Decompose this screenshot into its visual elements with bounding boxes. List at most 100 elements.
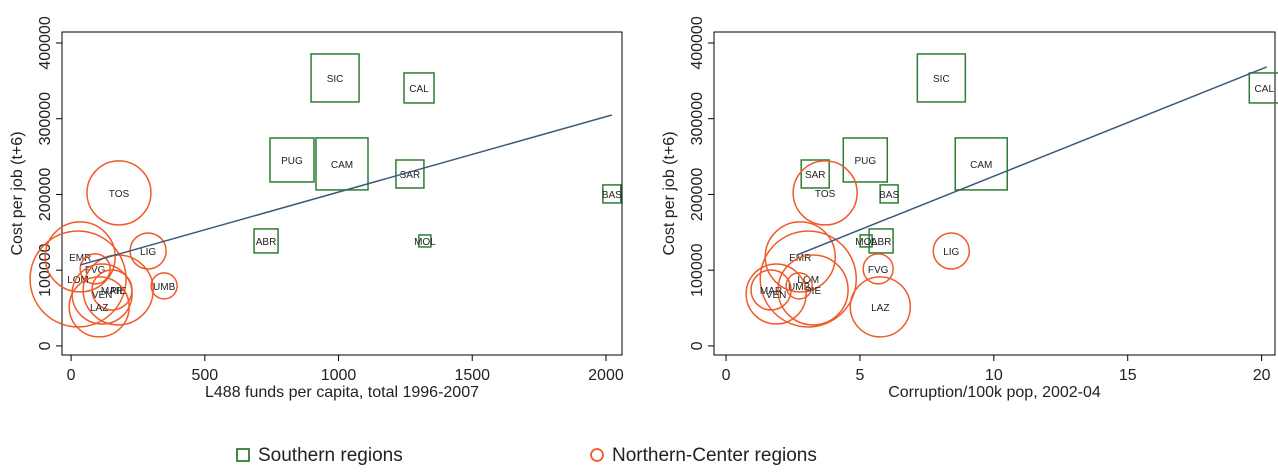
bubble-square (879, 184, 899, 204)
bubble-circle (68, 276, 130, 338)
bubble-square (310, 53, 360, 103)
bubble-circle (785, 272, 813, 300)
legend-marker (590, 448, 604, 462)
bubble-square (418, 234, 432, 248)
point-label: MAR (760, 286, 782, 297)
y-axis-label: Cost per job (t+6) (9, 131, 26, 255)
bubble-circle (44, 221, 116, 293)
point-label: LIG (140, 247, 156, 258)
bubble-square (1248, 72, 1278, 104)
point-label: PIE (805, 286, 821, 297)
y-tick-label: 300000 (689, 92, 706, 145)
point-label: PUG (281, 156, 303, 167)
x-tick-label: 10 (985, 367, 1003, 384)
x-tick-label: 20 (1253, 367, 1271, 384)
point-label: EMR (789, 253, 811, 264)
point-label: TOS (815, 189, 836, 200)
point-label: MAR (101, 286, 123, 297)
bubble-circle (150, 272, 178, 300)
point-label: LOM (67, 275, 89, 286)
legend-label: Southern regions (258, 445, 403, 466)
bubble-square (602, 184, 622, 204)
bubble-square (253, 228, 279, 254)
point-label: LAZ (871, 303, 889, 314)
bubble-circle (792, 160, 858, 226)
y-tick-label: 100000 (37, 243, 54, 296)
point-label: PUG (854, 156, 876, 167)
y-tick-label: 0 (689, 341, 706, 350)
point-label: UMB (788, 282, 811, 293)
point-label: SAR (805, 170, 826, 181)
x-axis-label: L488 funds per capita, total 1996-2007 (205, 384, 479, 401)
plot-frame (713, 31, 1276, 356)
x-tick-label: 0 (722, 367, 731, 384)
bubble-circle (79, 253, 111, 285)
point-label: FVG (85, 265, 106, 276)
x-tick-label: 0 (67, 367, 76, 384)
bubble-square (800, 159, 830, 189)
bubble-square (916, 53, 967, 103)
point-label: FVG (868, 265, 889, 276)
fit-line (79, 114, 613, 266)
bubble-circle (759, 230, 858, 328)
bubble-circle (750, 269, 792, 311)
point-label: VEN (766, 290, 787, 301)
legend-label: Northern-Center regions (612, 445, 817, 466)
y-tick-label: 400000 (689, 16, 706, 69)
point-label: CAM (331, 160, 353, 171)
point-label: BAS (879, 190, 899, 201)
bubble-square (859, 234, 873, 248)
x-tick-label: 1000 (321, 367, 357, 384)
point-label: MOL (855, 237, 877, 248)
y-tick-label: 300000 (37, 92, 54, 145)
x-tick-label: 1500 (454, 367, 490, 384)
point-label: SAR (400, 170, 421, 181)
point-label: PIE (110, 286, 126, 297)
fit-line (796, 66, 1267, 256)
bubble-square (395, 159, 425, 189)
bubble-square (842, 137, 889, 183)
bubble-square (868, 228, 894, 254)
plot-frame (61, 31, 623, 356)
x-tick-label: 500 (191, 367, 218, 384)
bubble-square (403, 72, 435, 104)
point-label: CAM (970, 160, 992, 171)
point-label: LAZ (90, 303, 108, 314)
point-label: BAS (602, 190, 622, 201)
point-label: ABR (256, 237, 277, 248)
y-tick-label: 0 (37, 341, 54, 350)
bubble-circle (862, 253, 894, 285)
point-label: SIC (327, 74, 344, 85)
point-label: EMR (69, 253, 91, 264)
bubble-circle (932, 232, 971, 270)
x-tick-label: 15 (1119, 367, 1137, 384)
bubble-square (954, 137, 1008, 191)
point-label: CAL (409, 84, 429, 95)
point-label: LOM (797, 275, 819, 286)
bubble-square (315, 137, 369, 191)
bubble-circle (86, 160, 152, 226)
point-label: UMB (153, 282, 176, 293)
point-label: LIG (943, 247, 959, 258)
y-axis-label: Cost per job (t+6) (661, 131, 678, 255)
x-tick-label: 5 (855, 367, 864, 384)
bubble-circle (29, 230, 127, 328)
point-label: ABR (871, 237, 892, 248)
bubble-circle (745, 263, 807, 325)
point-label: MOL (414, 237, 436, 248)
y-tick-label: 400000 (37, 16, 54, 69)
x-tick-label: 2000 (588, 367, 624, 384)
bubble-circle (777, 254, 849, 326)
point-label: TOS (109, 189, 130, 200)
y-tick-label: 200000 (37, 168, 54, 221)
y-tick-label: 100000 (689, 243, 706, 296)
x-axis-label: Corruption/100k pop, 2002-04 (888, 384, 1101, 401)
point-label: CAL (1255, 84, 1275, 95)
y-tick-label: 200000 (689, 168, 706, 221)
point-label: VEN (92, 290, 113, 301)
legend-marker (236, 448, 250, 462)
bubble-square (269, 137, 315, 183)
point-label: SIC (933, 74, 950, 85)
bubble-circle (849, 276, 912, 338)
